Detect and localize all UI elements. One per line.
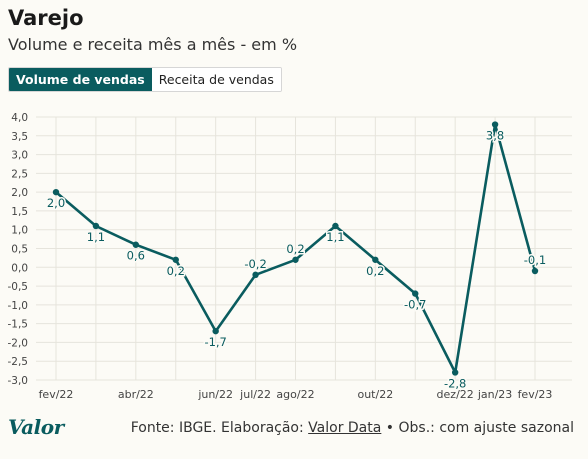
- source-note: Fonte: IBGE. Elaboração: Valor Data • Ob…: [131, 420, 574, 436]
- grid-lines: [36, 116, 572, 381]
- metric-toggle: Volume de vendas Receita de vendas: [8, 67, 282, 92]
- x-tick-label: fev/23: [518, 388, 553, 401]
- data-label: -2,8: [444, 376, 466, 390]
- y-tick-label: 3,5: [11, 131, 28, 143]
- y-tick-label: -3,0: [8, 375, 29, 387]
- data-label: 3,8: [486, 129, 504, 143]
- data-label: 0,2: [167, 264, 185, 278]
- x-tick-label: out/22: [357, 388, 393, 401]
- data-point: [531, 267, 539, 275]
- x-axis-ticks: fev/22 abr/22 jun/22 jul/22 ago/22 out/22 dez/…: [39, 388, 553, 401]
- x-tick-label: jun/22: [197, 388, 233, 401]
- y-tick-label: 3,0: [11, 150, 28, 162]
- data-label: 1,1: [87, 230, 105, 244]
- y-tick-label: -0,5: [8, 281, 29, 293]
- data-label: 0,2: [286, 242, 304, 256]
- data-point: [372, 256, 379, 263]
- y-tick-label: 0,0: [11, 262, 28, 274]
- chart-title: Varejo: [8, 6, 84, 30]
- data-point: [212, 327, 219, 335]
- data-labels: 2,0 1,1 0,6 0,2 -1,7 -0,2 0,2 1,1 0,2 -0,7 -2,8 3,8…: [45, 127, 547, 392]
- y-tick-label: 1,0: [11, 225, 28, 237]
- source-prefix: Fonte: IBGE. Elaboração:: [130, 420, 309, 436]
- tab-volume-de-vendas[interactable]: Volume de vendas: [9, 68, 152, 91]
- data-point: [52, 188, 60, 196]
- data-point: [332, 222, 339, 230]
- data-label: -0,2: [244, 257, 266, 271]
- chart-subtitle: Volume e receita mês a mês - em %: [8, 35, 298, 54]
- x-tick-label: jul/22: [239, 388, 271, 401]
- x-tick-label: dez/22: [437, 388, 474, 401]
- y-tick-label: 1,5: [11, 206, 28, 218]
- data-point: [451, 369, 459, 376]
- valor-logo: Valor: [8, 415, 64, 439]
- data-point: [491, 121, 499, 128]
- data-label: 2,0: [47, 196, 65, 210]
- y-tick-label: -1,5: [8, 319, 29, 331]
- data-points: [52, 121, 539, 376]
- y-tick-label: 0,5: [11, 244, 28, 256]
- data-point: [292, 256, 299, 263]
- data-label: 0,6: [127, 249, 145, 263]
- data-label: 1,1: [326, 230, 344, 244]
- data-point: [412, 290, 419, 297]
- data-point: [172, 256, 179, 263]
- x-tick-label: abr/22: [118, 388, 154, 401]
- data-label: -1,7: [204, 335, 226, 349]
- data-label: -0,1: [524, 253, 546, 267]
- y-tick-label: -2,5: [8, 356, 29, 368]
- x-tick-label: jan/23: [477, 388, 512, 401]
- y-tick-label: 4,0: [11, 112, 28, 124]
- y-tick-label: -1,0: [8, 300, 29, 312]
- tab-receita-de-vendas[interactable]: Receita de vendas: [151, 68, 281, 91]
- data-point: [132, 241, 140, 248]
- data-label: -0,7: [404, 298, 426, 312]
- x-tick-label: fev/22: [39, 388, 74, 401]
- data-point: [92, 222, 100, 230]
- y-tick-label: 2,0: [11, 187, 28, 199]
- y-tick-label: -2,0: [8, 337, 29, 349]
- x-tick-label: ago/22: [276, 388, 314, 401]
- valor-data-link[interactable]: Valor Data: [308, 420, 382, 436]
- data-point: [252, 271, 259, 278]
- y-axis-ticks: 4,0 3,5 3,0 2,5 2,0 1,5 1,0 0,5 0,0 -0,5 -1,0 -1,5 -…: [8, 112, 29, 387]
- y-tick-label: 2,5: [11, 168, 28, 180]
- data-label: 0,2: [366, 264, 384, 278]
- source-suffix: • Obs.: com ajuste sazonal: [381, 420, 574, 436]
